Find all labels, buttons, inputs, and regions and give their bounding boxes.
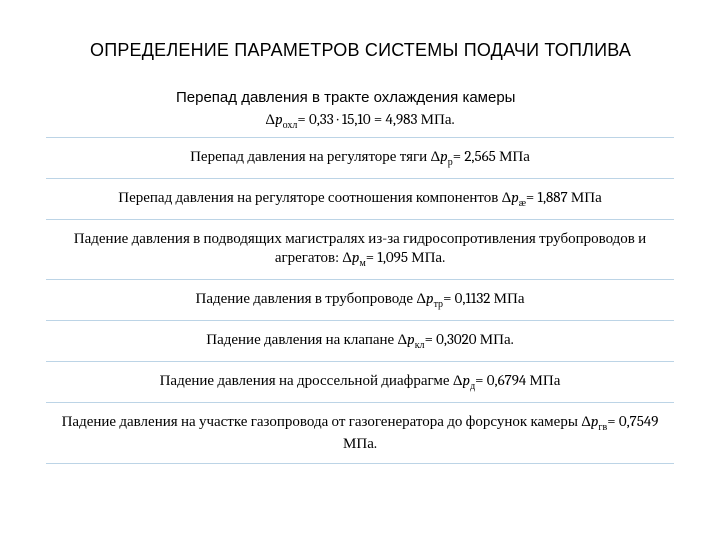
row-supply-lines: Падение давления в подводящих магистраля… <box>46 219 674 280</box>
row-value: = 0,1132 МПа <box>443 289 524 307</box>
slide-page: ОПРЕДЕЛЕНИЕ ПАРАМЕТРОВ СИСТЕМЫ ПОДАЧИ ТО… <box>0 0 720 540</box>
page-title: ОПРЕДЕЛЕНИЕ ПАРАМЕТРОВ СИСТЕМЫ ПОДАЧИ ТО… <box>90 40 674 61</box>
row-regulator-ratio: Перепад давления на регуляторе соотношен… <box>46 178 674 219</box>
row-text: Падение давления на участке газопровода … <box>62 412 582 430</box>
p-symbol: p <box>407 330 415 348</box>
delta-symbol: Δ <box>431 147 441 165</box>
delta-symbol: Δ <box>265 110 275 128</box>
delta-symbol: Δ <box>502 188 512 206</box>
p-subscript: кл <box>415 339 425 351</box>
row-value: = 2,565 МПа <box>453 147 530 165</box>
p-symbol: p <box>463 371 471 389</box>
p-subscript: æ <box>519 197 526 209</box>
cooling-subtitle: Перепад давления в тракте охлаждения кам… <box>176 89 516 108</box>
p-subscript: охл <box>283 119 298 131</box>
delta-symbol: Δ <box>416 289 426 307</box>
row-text: Перепад давления на регуляторе тяги <box>190 147 430 165</box>
p-subscript: гв <box>598 421 607 433</box>
p-symbol: p <box>440 147 448 165</box>
delta-symbol: Δ <box>453 371 463 389</box>
row-text: Падение давления в трубопроводе <box>195 289 416 307</box>
row-text: Перепад давления на регуляторе соотношен… <box>118 188 501 206</box>
delta-symbol: Δ <box>398 330 408 348</box>
row-value: = 1,095 МПа. <box>366 248 445 266</box>
row-text: Падение давления на дроссельной диафрагм… <box>160 371 453 389</box>
row-gas-duct: Падение давления на участке газопровода … <box>46 402 674 464</box>
equation-tail: = 0,33 · 15,10 = 4,983 МПа. <box>297 110 454 128</box>
delta-symbol: Δ <box>342 248 352 266</box>
row-value: = 0,6794 МПа <box>475 371 560 389</box>
cooling-equation: Δpохл= 0,33 · 15,10 = 4,983 МПа. <box>46 110 674 131</box>
delta-symbol: Δ <box>581 412 591 430</box>
row-text: Падение давления на клапане <box>206 330 397 348</box>
row-pipeline: Падение давления в трубопроводе Δpтр= 0,… <box>46 279 674 320</box>
row-regulator-thrust: Перепад давления на регуляторе тяги Δpр=… <box>46 137 674 178</box>
p-symbol: p <box>426 289 434 307</box>
p-symbol: p <box>275 110 283 128</box>
row-value: = 0,3020 МПа. <box>425 330 514 348</box>
row-value: = 1,887 МПа <box>526 188 602 206</box>
p-symbol: p <box>511 188 519 206</box>
row-diaphragm: Падение давления на дроссельной диафрагм… <box>46 361 674 402</box>
p-subscript: тр <box>434 298 444 310</box>
row-valve: Падение давления на клапане Δpкл= 0,3020… <box>46 320 674 361</box>
